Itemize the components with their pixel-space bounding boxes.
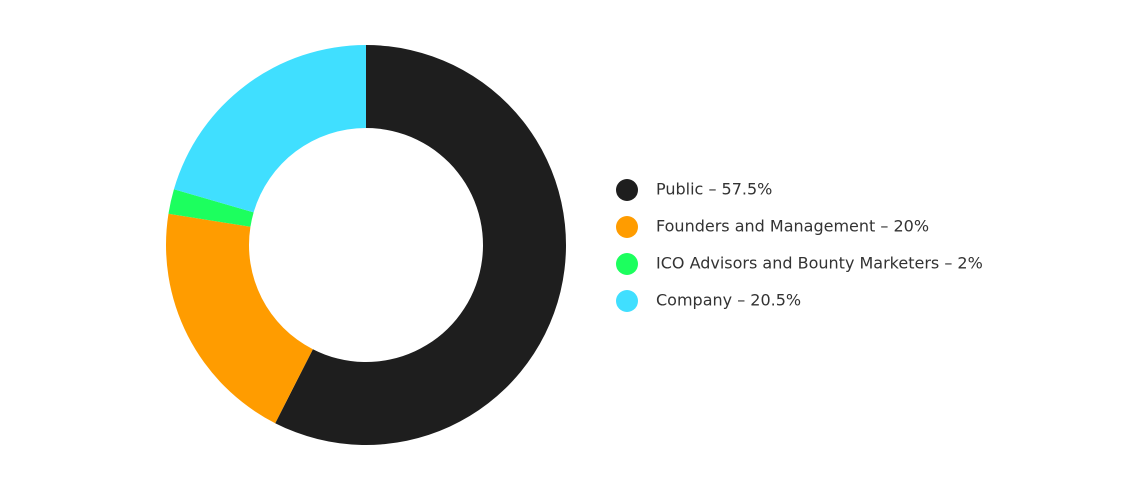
legend-marker bbox=[616, 290, 638, 312]
donut-slice bbox=[173, 45, 366, 213]
donut-slice bbox=[168, 189, 254, 227]
legend-label: Public – 57.5% bbox=[656, 180, 772, 199]
legend-label: Company – 20.5% bbox=[656, 291, 801, 310]
donut-slice bbox=[275, 45, 566, 445]
donut-slice bbox=[165, 213, 313, 424]
legend-marker bbox=[616, 179, 638, 201]
legend-label: Founders and Management – 20% bbox=[656, 217, 929, 236]
legend-label: ICO Advisors and Bounty Marketers – 2% bbox=[656, 254, 983, 273]
legend-marker bbox=[616, 216, 638, 238]
legend-marker bbox=[616, 253, 638, 275]
